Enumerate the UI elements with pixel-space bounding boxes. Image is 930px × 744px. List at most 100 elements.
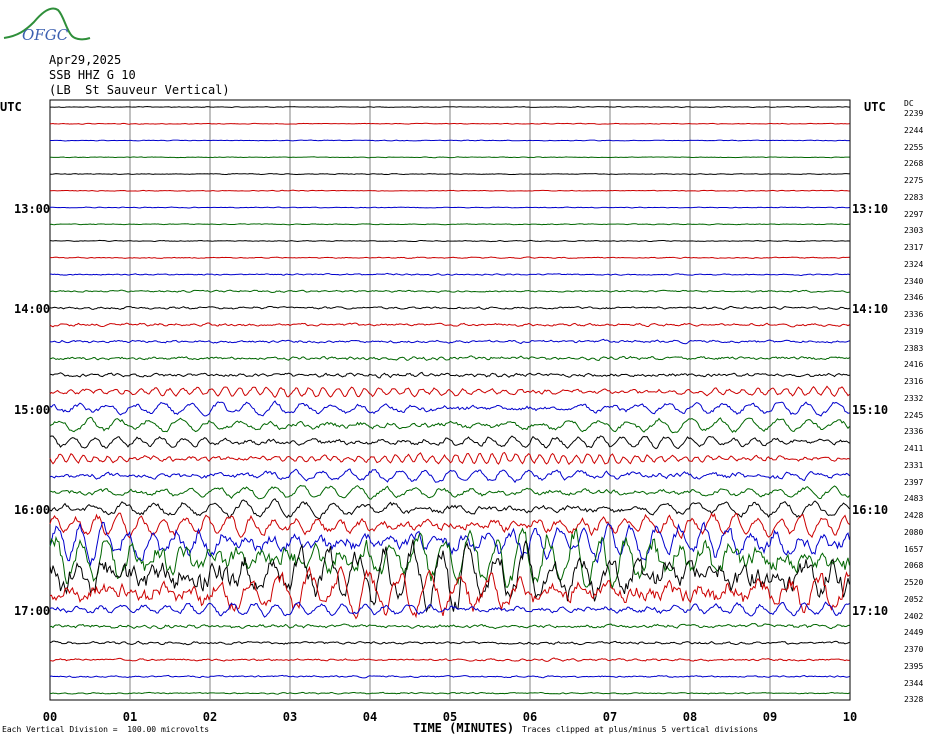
dc-offset-label: 2283	[904, 192, 924, 202]
seismic-trace	[49, 338, 850, 345]
dc-offset-label: 2397	[904, 477, 924, 487]
x-tick-label: 07	[602, 710, 618, 724]
seismic-trace	[49, 498, 850, 520]
left-time-label: 14:00	[14, 302, 51, 316]
dc-offset-label: 2328	[904, 695, 924, 705]
date-label: Apr29,2025	[49, 53, 122, 67]
dc-offset-label: 2275	[904, 176, 924, 185]
seismic-traces	[49, 105, 850, 695]
ofgc-logo-text: OFGC	[22, 26, 69, 44]
seismic-trace	[49, 223, 850, 226]
seismic-trace	[50, 105, 850, 108]
dc-offset-label: 2068	[904, 561, 924, 571]
x-tick-label: 03	[282, 710, 298, 724]
seismic-trace	[49, 385, 850, 399]
seismic-trace	[49, 468, 850, 484]
x-axis-label: TIME (MINUTES)	[413, 721, 515, 735]
seismic-trace	[49, 512, 850, 540]
dc-offset-label: 1657	[904, 544, 924, 554]
dc-offset-label: 2319	[904, 326, 924, 336]
dc-offset-label: 2370	[904, 645, 924, 654]
seismic-trace	[49, 122, 850, 125]
dc-offset-label: 2331	[904, 460, 924, 470]
seismic-trace	[49, 601, 850, 618]
dc-offset-label: 2324	[904, 259, 924, 269]
dc-offset-label: 2268	[904, 159, 924, 169]
dc-offset-label: 2245	[904, 410, 924, 420]
seismic-trace	[49, 305, 850, 311]
x-tick-label: 05	[442, 710, 458, 724]
dc-offset-label: 2336	[904, 427, 924, 437]
footer-clip-note: Traces clipped at plus/minus 5 vertical …	[522, 725, 759, 734]
dc-offset-label: 2520	[904, 578, 924, 587]
x-tick-label: 10	[842, 710, 858, 724]
dc-offset-label: 2336	[904, 310, 924, 319]
dc-offset-label: 2303	[904, 226, 924, 236]
seismic-trace	[49, 640, 850, 646]
dc-offset-label: 2340	[904, 276, 924, 286]
seismic-trace	[49, 435, 850, 450]
seismic-trace	[49, 416, 850, 434]
seismic-trace	[49, 371, 850, 379]
x-tick-label: 09	[762, 710, 778, 724]
left-time-label: 13:00	[14, 201, 51, 216]
seismic-trace	[49, 156, 850, 159]
seismic-trace	[49, 451, 850, 466]
x-tick-label: 08	[682, 710, 698, 724]
seismic-trace	[49, 484, 850, 500]
seismic-trace	[49, 206, 850, 209]
seismic-trace	[49, 400, 850, 417]
dc-offset-label: 2383	[904, 343, 924, 353]
footer-scale-note: Each Vertical Division = 100.00 microvol…	[2, 725, 210, 734]
x-tick-label: 01	[122, 710, 138, 724]
dc-offset-label: 2052	[904, 594, 924, 604]
seismic-trace	[49, 355, 850, 361]
dc-offset-label: 2344	[904, 678, 924, 688]
dc-offset-label: 2449	[904, 628, 924, 638]
seismic-trace	[49, 289, 850, 294]
seismic-trace	[49, 521, 850, 567]
seismic-trace	[50, 272, 850, 276]
seismic-trace	[49, 139, 850, 142]
dc-offset-label: 2255	[904, 142, 924, 152]
dc-offset-label: 2297	[904, 209, 924, 219]
dc-offset-label: 2428	[904, 511, 924, 520]
seismic-trace	[49, 623, 850, 630]
left-time-label: 16:00	[14, 503, 51, 517]
left-time-label: 15:00	[14, 402, 51, 417]
dc-offset-label: 2244	[904, 125, 924, 135]
dc-offset-label: 2395	[904, 661, 924, 671]
dc-offset-label: 2416	[904, 360, 924, 370]
right-time-label: 15:10	[852, 402, 889, 417]
right-time-label: 13:10	[852, 201, 889, 216]
seismic-trace	[49, 527, 850, 589]
utc-right-label: UTC	[864, 100, 886, 114]
plot-grid	[49, 99, 851, 701]
dc-offset-label: 2080	[904, 527, 924, 537]
seismic-trace	[49, 539, 850, 613]
ofgc-logo: OFGC	[3, 7, 91, 44]
seismic-trace	[49, 657, 850, 662]
right-time-label: 17:10	[852, 603, 889, 618]
left-time-label: 17:00	[14, 603, 51, 618]
dc-offset-label: 2332	[904, 393, 924, 403]
dc-offset-label: 2411	[904, 444, 924, 453]
seismic-trace	[49, 189, 850, 192]
dc-offset-label: 2402	[904, 611, 924, 621]
right-time-label: 14:10	[852, 302, 889, 316]
x-tick-label: 02	[202, 710, 218, 724]
dc-offset-label: 2483	[904, 494, 924, 504]
x-tick-label: 00	[42, 710, 58, 724]
seismic-trace	[49, 674, 850, 679]
seismic-trace	[49, 565, 850, 620]
seismic-trace	[49, 239, 850, 243]
dc-offset-label: 2239	[904, 109, 924, 118]
x-tick-label: 06	[522, 710, 538, 724]
seismic-trace	[49, 322, 850, 328]
station-label: SSB HHZ G 10	[49, 68, 136, 82]
seismic-trace	[49, 256, 850, 259]
dc-offset-label: 2316	[904, 377, 924, 386]
dc-offset-label: 2346	[904, 293, 924, 303]
location-label: (LB St Sauveur Vertical)	[49, 83, 230, 97]
